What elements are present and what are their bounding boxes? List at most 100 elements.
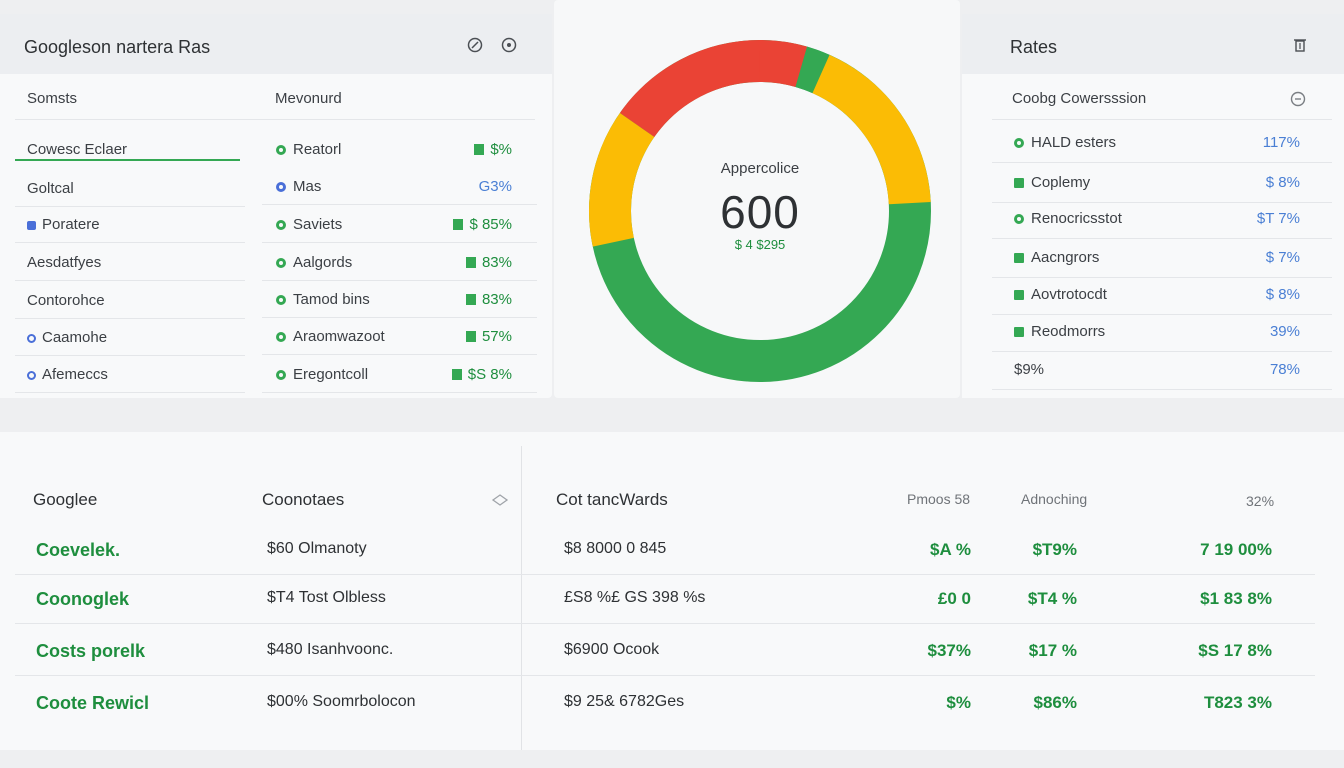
row-divider — [262, 280, 537, 281]
rates-title: Rates — [1010, 37, 1058, 57]
edit-icon[interactable] — [467, 37, 483, 53]
sidebar-item-label: Aesdatfyes — [27, 254, 102, 271]
donut-value: 600 — [720, 186, 800, 238]
metric-row[interactable]: Aalgords — [276, 254, 352, 271]
table-header-col5: Adnoching — [1021, 491, 1088, 507]
donut-segment-red — [619, 40, 761, 138]
metric-value: 57% — [465, 328, 512, 345]
row-divider — [15, 242, 245, 243]
col-header-left: Somsts — [27, 90, 78, 107]
campaign-name-link[interactable]: Coevelek. — [36, 540, 121, 560]
table-header-name: Googlee — [33, 490, 98, 509]
trend-icon — [474, 144, 485, 155]
donut-segment-yellow-left — [589, 112, 655, 247]
sidebar-item[interactable]: Contorohce — [27, 292, 105, 309]
metric-label: Tamod bins — [293, 291, 370, 308]
row-divider — [15, 392, 245, 393]
campaign-detail: $8 8000 0 845 — [564, 540, 667, 557]
metric-row[interactable]: Araomwazoot — [276, 328, 385, 345]
status-icon — [1014, 290, 1024, 300]
status-dot — [276, 145, 286, 155]
metric-value-text: 57% — [481, 328, 512, 345]
rate-row[interactable]: $9% — [1014, 361, 1044, 378]
campaign-name-link[interactable]: Costs porelk — [36, 641, 146, 661]
sidebar-item[interactable]: Cowesc Eclaer — [27, 141, 127, 158]
campaign-desc: $60 Olmanoty — [267, 540, 367, 557]
metric-label: Mas — [293, 178, 322, 195]
sidebar-item[interactable]: Goltcal — [27, 180, 74, 197]
rate-value: 117% — [1262, 134, 1300, 151]
panel-title: Googleson nartera Ras — [24, 37, 211, 57]
rate-label: Reodmorrs — [1031, 323, 1106, 340]
rate-row[interactable]: Aovtrotocdt — [1014, 286, 1107, 303]
rate-value: $ 8% — [1265, 174, 1300, 191]
status-icon — [1014, 253, 1024, 263]
row-divider — [262, 354, 537, 355]
sidebar-item[interactable]: Caamohe — [27, 329, 107, 346]
campaign-desc: $T4 Tost Olbless — [267, 589, 386, 606]
metric-row[interactable]: Mas — [276, 178, 321, 195]
row-divider — [992, 277, 1332, 278]
rate-row[interactable]: Aacngrors — [1014, 249, 1099, 266]
sort-icon[interactable] — [490, 492, 510, 508]
metric-row[interactable]: Tamod bins — [276, 291, 370, 308]
metric-value: $ 85% — [453, 216, 512, 233]
trash-icon[interactable] — [1292, 37, 1308, 53]
row-divider — [992, 202, 1332, 203]
row-divider — [15, 206, 245, 207]
donut-segment-green-small — [795, 46, 830, 94]
info-icon[interactable] — [1290, 91, 1306, 107]
status-dot — [276, 370, 286, 380]
status-dot — [276, 258, 286, 268]
sidebar-item[interactable]: Aesdatfyes — [27, 254, 101, 271]
rate-label: Renocricsstot — [1031, 210, 1122, 227]
row-divider — [992, 351, 1332, 352]
donut-segment-red-small — [759, 40, 808, 88]
campaign-detail: $6900 Ocook — [564, 641, 660, 658]
sidebar-item[interactable]: Poratere — [27, 216, 100, 233]
row-divider — [992, 389, 1332, 390]
row-divider — [262, 242, 537, 243]
rate-label: HALD esters — [1031, 134, 1117, 151]
campaign-value-2: $T4 % — [1027, 589, 1077, 608]
campaign-detail: $9 25& 6782Ges — [564, 693, 685, 710]
table-header-detail: Cot tancWards — [556, 490, 668, 509]
campaign-desc: $480 Isanhvoonc. — [267, 641, 394, 658]
item-icon — [27, 221, 36, 230]
donut-subvalue: $ 4 $295 — [734, 237, 786, 252]
rate-value: 78% — [1269, 361, 1300, 378]
item-icon — [27, 371, 36, 380]
metric-label: Eregontcoll — [293, 366, 369, 383]
rate-row[interactable]: HALD esters — [1014, 134, 1116, 151]
row-divider — [262, 317, 537, 318]
metric-row[interactable]: Reatorl — [276, 141, 341, 158]
rate-value: $T 7% — [1256, 210, 1300, 227]
active-tab-indicator — [15, 159, 240, 161]
metric-value: 83% — [465, 291, 512, 308]
rate-row[interactable]: Coplemy — [1014, 174, 1090, 191]
donut-label: Appercolice — [720, 160, 800, 177]
table-header-col6: 32% — [1246, 493, 1275, 509]
metric-row[interactable]: Saviets — [276, 216, 342, 233]
rate-label: Coplemy — [1031, 174, 1091, 191]
col-header-mid: Mevonurd — [275, 90, 342, 107]
row-divider — [15, 675, 1315, 676]
rates-subheader: Coobg Cowersssion — [1012, 90, 1147, 107]
donut-chart-panel: Appercolice 600 $ 4 $295 — [554, 0, 960, 398]
settings-icon[interactable] — [501, 37, 517, 53]
campaign-name-link[interactable]: Coonoglek — [36, 589, 129, 609]
metric-value: G3% — [473, 178, 512, 195]
sidebar-item[interactable]: Afemeccs — [27, 366, 108, 383]
rate-row[interactable]: Reodmorrs — [1014, 323, 1105, 340]
donut-hole — [633, 84, 887, 338]
metric-label: Aalgords — [293, 254, 353, 271]
metric-row[interactable]: Eregontcoll — [276, 366, 368, 383]
trend-icon — [453, 219, 464, 230]
status-icon — [1014, 327, 1024, 337]
campaign-name-link[interactable]: Coote Rewicl — [36, 693, 150, 713]
campaign-desc: $00% Soomrbolocon — [267, 693, 416, 710]
rates-panel: Rates Coobg Cowersssion HALD esters 117% C… — [962, 14, 1344, 398]
rate-value: 39% — [1269, 323, 1300, 340]
trend-icon — [465, 294, 476, 305]
rate-row[interactable]: Renocricsstot — [1014, 210, 1122, 227]
